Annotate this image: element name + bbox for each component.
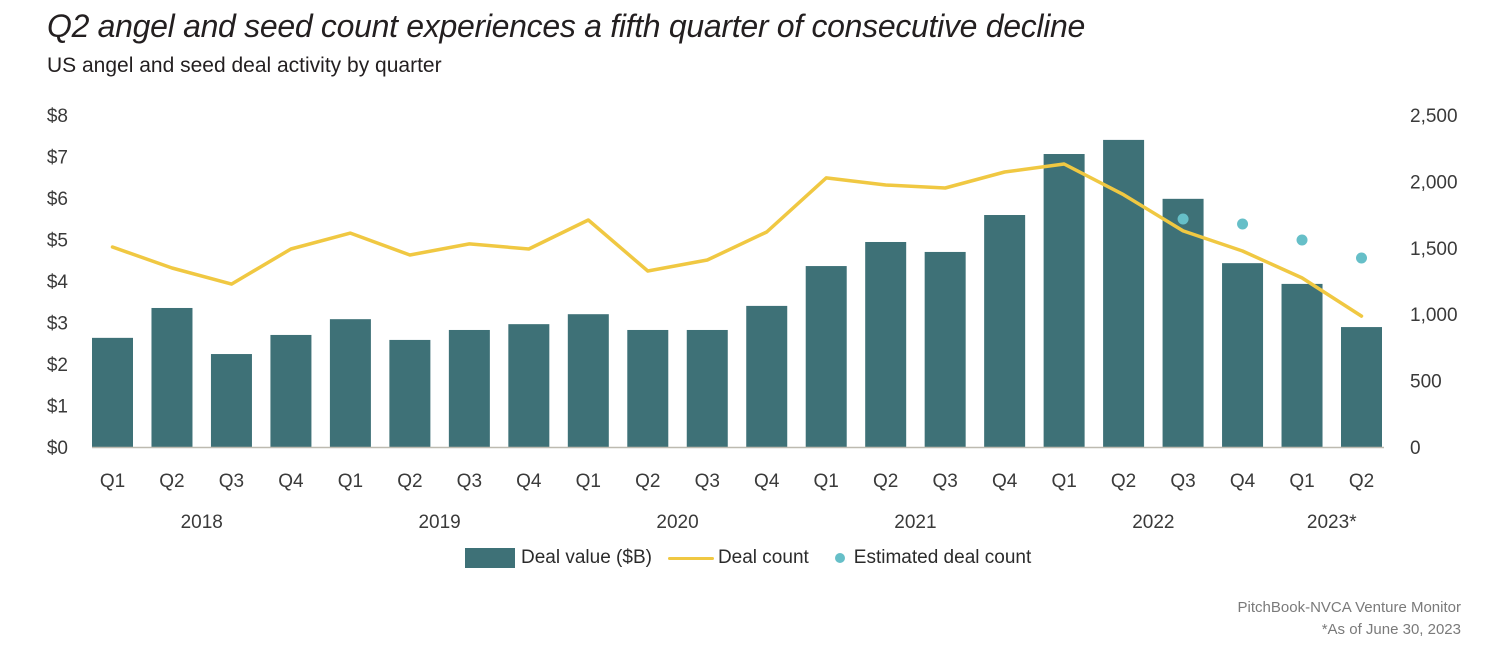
x-tick-label: Q1 — [1051, 471, 1076, 492]
y-left-tick-label: $1 — [47, 397, 68, 418]
y-right-tick-label: 0 — [1410, 438, 1421, 459]
bar-deal-value — [448, 329, 490, 447]
legend-label: Deal value ($B) — [521, 547, 652, 568]
bar-deal-value — [567, 314, 609, 447]
x-year-label: 2019 — [418, 512, 460, 533]
bar-deal-value — [1103, 139, 1145, 447]
x-tick-label: Q1 — [814, 471, 839, 492]
chart-title: Q2 angel and seed count experiences a fi… — [47, 8, 1086, 44]
bar-deal-value — [1341, 327, 1382, 447]
legend-label: Estimated deal count — [853, 547, 1032, 568]
source-note: PitchBook-NVCA Venture Monitor *As of Ju… — [1238, 597, 1461, 641]
bar-deal-value — [805, 266, 847, 447]
y-right-tick-label: 2,000 — [1410, 172, 1458, 193]
y-left-tick-label: $6 — [47, 189, 68, 210]
line-deal-count — [110, 162, 1364, 318]
y-right-tick-label: 500 — [1410, 372, 1442, 393]
dot-estimated-deal-count — [1296, 234, 1308, 246]
y-left-tick-label: $3 — [47, 314, 68, 335]
legend: Deal value ($B) Deal count Estimated dea… — [465, 547, 1047, 569]
bar-deal-value — [984, 215, 1026, 447]
bar-deal-value — [210, 354, 252, 447]
source-text: PitchBook-NVCA Venture Monitor — [1237, 599, 1461, 616]
x-tick-label: Q3 — [932, 471, 957, 492]
x-tick-label: Q4 — [992, 471, 1018, 492]
bar-deal-value — [1222, 263, 1264, 447]
bar-deal-value — [1162, 198, 1204, 447]
y-right-tick-label: 1,500 — [1410, 239, 1458, 260]
bar-deal-value — [270, 334, 312, 447]
x-year-label: 2018 — [181, 512, 223, 533]
legend-item-deal-value: Deal value ($B) — [465, 547, 652, 569]
bar-deal-value — [508, 324, 550, 447]
bar-deal-value — [924, 251, 966, 447]
x-year-label: 2020 — [656, 512, 698, 533]
bar-deal-value — [627, 329, 669, 447]
bar-deal-value — [389, 339, 431, 447]
y-right-tick-label: 1,000 — [1410, 305, 1458, 326]
bar-deal-value — [1043, 154, 1085, 447]
x-tick-label: Q2 — [1111, 471, 1136, 492]
dot-estimated-deal-count — [1356, 252, 1367, 264]
x-tick-label: Q3 — [457, 471, 482, 492]
y-left-tick-label: $5 — [47, 231, 68, 252]
bar-deal-value — [92, 337, 133, 447]
x-tick-label: Q4 — [516, 471, 542, 492]
x-tick-label: Q4 — [754, 471, 780, 492]
x-tick-label: Q2 — [873, 471, 898, 492]
x-tick-label: Q3 — [695, 471, 720, 492]
x-tick-label: Q4 — [278, 471, 304, 492]
y-left-tick-label: $2 — [47, 355, 68, 376]
bar-deal-value — [686, 329, 728, 447]
x-year-label: 2022 — [1132, 512, 1174, 533]
bar-deal-value — [151, 307, 193, 447]
x-tick-label: Q1 — [576, 471, 601, 492]
legend-item-deal-count: Deal count — [667, 547, 809, 569]
x-year-label: 2023* — [1307, 512, 1357, 533]
legend-item-estimated-deal-count: Estimated deal count — [825, 547, 1031, 569]
x-tick-label: Q4 — [1230, 471, 1256, 492]
legend-label: Deal count — [717, 547, 809, 568]
dot-estimated-deal-count — [1237, 218, 1249, 230]
y-left-tick-label: $7 — [47, 148, 68, 169]
y-left-tick-label: $8 — [47, 106, 68, 127]
bar-deal-value — [746, 305, 788, 447]
x-tick-label: Q2 — [159, 471, 184, 492]
x-tick-label: Q2 — [635, 471, 660, 492]
x-tick-label: Q2 — [1349, 471, 1374, 492]
x-tick-label: Q1 — [1289, 471, 1314, 492]
chart-subtitle: US angel and seed deal activity by quart… — [47, 54, 442, 77]
legend-swatch-line — [667, 556, 714, 560]
footnote-text: *As of June 30, 2023 — [1321, 621, 1461, 638]
y-left-tick-label: $4 — [47, 272, 69, 293]
dot-estimated-deal-count — [1177, 213, 1189, 225]
x-tick-label: Q1 — [100, 471, 125, 492]
bar-deal-value — [865, 241, 907, 447]
y-left-tick-label: $0 — [47, 438, 68, 459]
y-right-tick-label: 2,500 — [1410, 106, 1458, 127]
x-year-label: 2021 — [894, 512, 936, 533]
x-tick-label: Q3 — [219, 471, 244, 492]
bar-deal-value — [1281, 283, 1323, 447]
legend-swatch-dot — [834, 553, 845, 563]
legend-swatch-bar — [465, 548, 515, 568]
x-tick-label: Q1 — [338, 471, 363, 492]
x-tick-label: Q2 — [397, 471, 422, 492]
bar-deal-value — [329, 319, 371, 447]
x-tick-label: Q3 — [1170, 471, 1195, 492]
